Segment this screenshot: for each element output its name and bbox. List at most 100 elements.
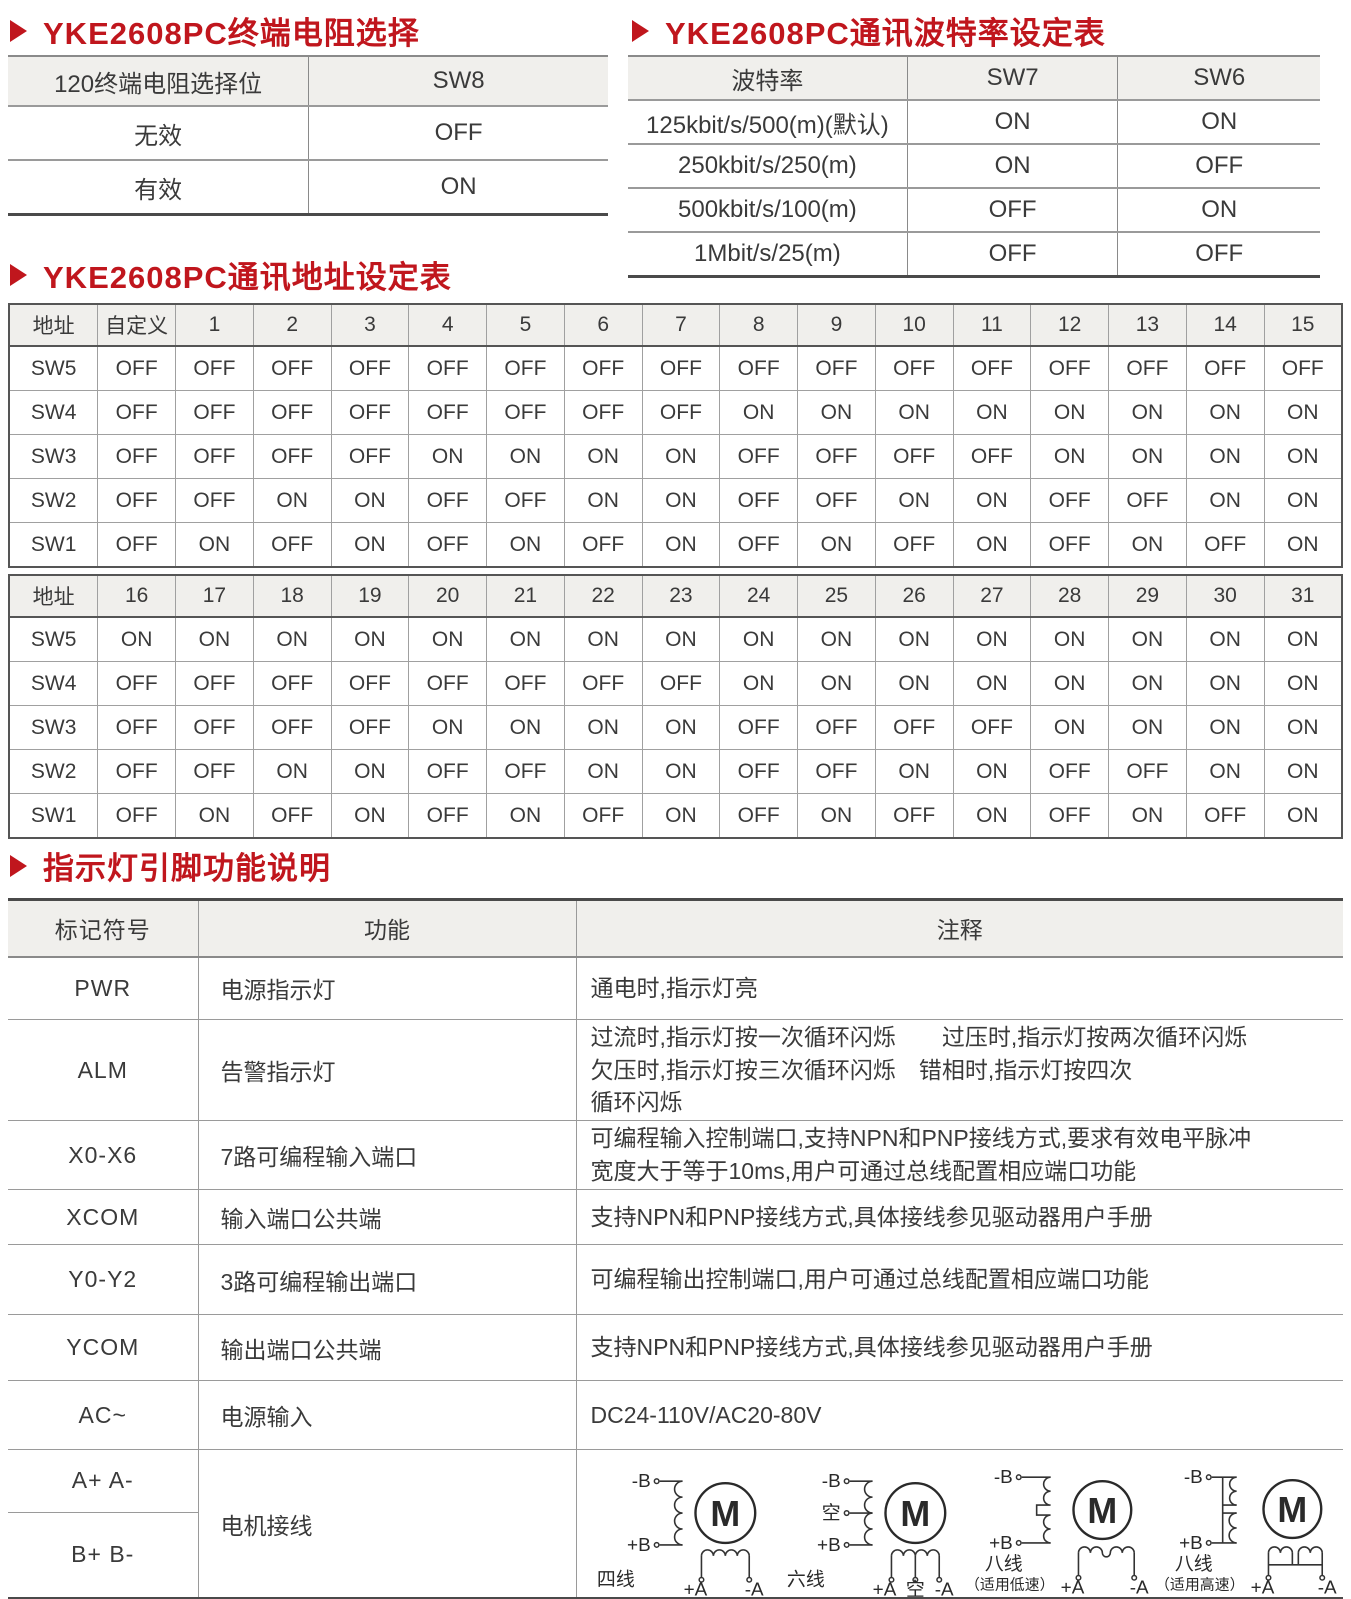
terminal-label: +B [989, 1533, 1013, 1554]
cell: ON [1263, 390, 1343, 435]
cell: ON [952, 661, 1032, 706]
cell: OFF [486, 661, 565, 706]
header-cell: 4 [408, 303, 488, 347]
terminal-label: 空 [906, 1579, 925, 1597]
cell: OFF [408, 522, 488, 568]
table-row: AC~ 电源输入 DC24-110V/AC20-80V [8, 1380, 1343, 1450]
cell: SW4 [8, 390, 99, 435]
diagram-label: 四线 [596, 1569, 634, 1591]
cell: ON [1263, 478, 1343, 523]
pin-symbol: PWR [8, 956, 199, 1020]
cell: OFF [797, 434, 876, 479]
cell: OFF [408, 390, 488, 435]
motor-symbol: M [1277, 1490, 1307, 1530]
header-cell: 23 [641, 574, 721, 618]
header-cell: 24 [719, 574, 799, 618]
cell: OFF [719, 749, 799, 794]
motor-wiring-diagrams: -B +B M +A -A 四线 [576, 1449, 1343, 1599]
cell: ON [252, 749, 332, 794]
header-cell: 14 [1185, 303, 1265, 347]
cell: OFF [719, 522, 799, 568]
cell: OFF [330, 434, 410, 479]
terminal-label: +A [1251, 1578, 1275, 1597]
address-table-block-16-31: 地址 16 17 18 19 20 21 22 23 24 25 26 27 28 29 30 31 SW5 ON O… [8, 574, 1343, 839]
cell: ON [952, 390, 1032, 435]
cell: ON [1117, 188, 1320, 233]
cell: ON [1263, 661, 1343, 706]
triangle-bullet-icon [632, 19, 649, 42]
cell: OFF [486, 478, 565, 523]
cell: OFF [1263, 345, 1343, 391]
cell: ON [408, 434, 488, 479]
table-row: SW5 ON ON ON ON ON ON ON ON ON ON ON ON ON ON ON ON [8, 616, 1343, 662]
header-cell: 9 [797, 303, 876, 347]
header-cell: 26 [874, 574, 954, 618]
cell: ON [797, 793, 876, 839]
cell: ON [952, 749, 1032, 794]
cell: OFF [1108, 478, 1187, 523]
cell: OFF [97, 749, 177, 794]
cell: OFF [175, 434, 254, 479]
cell: ON [1185, 390, 1265, 435]
cell: SW3 [8, 434, 99, 479]
terminal-label: -A [1129, 1578, 1148, 1597]
diagram-label: 八线 [1175, 1553, 1213, 1575]
diagram-label: 八线 [985, 1553, 1023, 1575]
cell: ON [1263, 616, 1343, 662]
cell: OFF [330, 705, 410, 750]
table-row: SW4 OFF OFF OFF OFF OFF OFF OFF OFF ON ON ON ON ON ON O… [8, 661, 1343, 706]
cell: ON [797, 616, 876, 662]
cell: ON [797, 390, 876, 435]
cell: OFF [907, 188, 1119, 233]
cell: ON [907, 100, 1119, 145]
cell: OFF [252, 522, 332, 568]
cell: OFF [308, 106, 608, 161]
cell: ON [486, 522, 565, 568]
cell: ON [719, 616, 799, 662]
pin-note: 支持NPN和PNP接线方式,具体接线参见驱动器用户手册 [576, 1189, 1343, 1245]
cell: OFF [97, 345, 177, 391]
header-cell: 27 [952, 574, 1032, 618]
cell: ON [563, 434, 643, 479]
cell: OFF [408, 661, 488, 706]
cell: ON [563, 705, 643, 750]
motor-symbol: M [710, 1494, 740, 1534]
pin-symbol: X0-X6 [8, 1120, 199, 1190]
cell: ON [440, 173, 477, 200]
cell: ON [408, 616, 488, 662]
motor-diagram-8-wire-low-speed: -B +B M +A -A 八线 [965, 1467, 1149, 1597]
cell: ON [719, 661, 799, 706]
cell: SW4 [8, 661, 99, 706]
header-cell: 2 [252, 303, 332, 347]
terminal-label: -A [934, 1580, 953, 1597]
cell: OFF [1030, 478, 1110, 523]
header-cell: 7 [641, 303, 721, 347]
cell: ON [175, 793, 254, 839]
cell: OFF [252, 705, 332, 750]
table-row: SW3 OFF OFF OFF OFF ON ON ON ON OFF OFF OFF OFF ON ON O… [8, 434, 1343, 479]
table-row: SW2 OFF OFF ON ON OFF OFF ON ON OFF OFF ON ON OFF OFF O… [8, 749, 1343, 794]
cell: OFF [330, 390, 410, 435]
cell: ON [175, 616, 254, 662]
header-cell: 31 [1263, 574, 1343, 618]
motor-diagram-8-wire-high-speed: -B +B M [1155, 1467, 1337, 1597]
terminal-label: +A [683, 1580, 707, 1597]
cell: OFF [563, 522, 643, 568]
cell: ON [1108, 705, 1187, 750]
cell: ON [330, 793, 410, 839]
header-cell: 8 [719, 303, 799, 347]
diagram-sublabel: （适用低速） [965, 1577, 1055, 1594]
cell: OFF [486, 345, 565, 391]
table-header-row: 波特率 SW7 SW6 [628, 56, 1320, 101]
cell: OFF [97, 661, 177, 706]
cell: ON [1108, 522, 1187, 568]
pin-symbol: B+ B- [8, 1512, 199, 1599]
cell: ON [797, 522, 876, 568]
cell: OFF [563, 793, 643, 839]
cell: ON [1263, 749, 1343, 794]
cell: ON [1030, 705, 1110, 750]
motor-symbol: M [900, 1494, 930, 1534]
section-title-text: YKE2608PC通讯波特率设定表 [665, 16, 1106, 51]
table-row: SW1 OFF ON OFF ON OFF ON OFF ON OFF ON OFF ON OFF ON OF… [8, 522, 1343, 568]
cell: OFF [563, 661, 643, 706]
